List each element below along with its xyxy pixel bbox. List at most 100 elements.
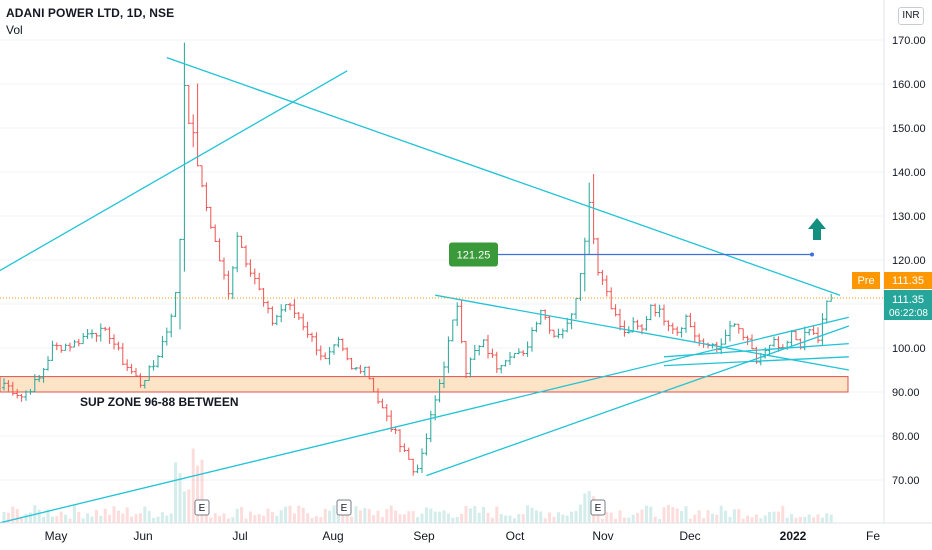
price-axis[interactable]: 70.0080.0090.00100.00110.00120.00130.001… bbox=[852, 0, 932, 550]
volume-bar bbox=[345, 514, 349, 523]
volume-bar bbox=[288, 505, 292, 523]
volume-bar bbox=[490, 517, 494, 523]
volume-bar bbox=[429, 508, 433, 523]
ohlc-bar bbox=[230, 266, 235, 300]
volume-bar bbox=[284, 506, 288, 523]
volume-bar bbox=[768, 512, 772, 523]
volume-bar bbox=[402, 514, 406, 523]
earnings-event-box bbox=[336, 499, 352, 516]
ohlc-bar bbox=[204, 182, 209, 212]
volume-bar bbox=[688, 518, 692, 523]
ohlc-bar bbox=[90, 329, 94, 339]
volume-bar bbox=[213, 513, 217, 523]
ohlc-bar bbox=[235, 232, 240, 273]
ohlc-bar bbox=[142, 379, 147, 389]
ohlc-bar bbox=[420, 448, 424, 473]
trendlines[interactable] bbox=[0, 56, 850, 524]
volume-bar bbox=[526, 505, 530, 523]
ohlc-bar bbox=[283, 304, 288, 312]
last-price-value: 111.35 bbox=[892, 294, 924, 306]
time-tick-label: Aug bbox=[322, 529, 343, 543]
volume-bar bbox=[222, 513, 226, 523]
ohlc-bar bbox=[178, 238, 182, 330]
volume-bar bbox=[358, 510, 362, 523]
ohlc-bar bbox=[604, 275, 609, 297]
volume-bar bbox=[187, 489, 191, 523]
volume-bar bbox=[697, 510, 701, 523]
ohlc-bar bbox=[76, 338, 81, 347]
ohlc-bar bbox=[486, 334, 490, 359]
ohlc-bar bbox=[609, 287, 614, 310]
volume-bar bbox=[314, 516, 318, 523]
volume-bar bbox=[130, 516, 134, 523]
volume-bar bbox=[812, 517, 816, 523]
ohlc-bar bbox=[596, 237, 600, 276]
volume-bar bbox=[416, 517, 420, 523]
trendline bbox=[435, 294, 849, 371]
ohlc-bar bbox=[534, 321, 539, 333]
ohlc-bar bbox=[516, 348, 521, 355]
volume-bar bbox=[266, 508, 270, 523]
currency-badge[interactable]: INR bbox=[898, 7, 924, 25]
volume-bar bbox=[385, 509, 389, 523]
time-axis[interactable]: May Jun Jul Aug Sep Oct Nov Dec 2022 Fe bbox=[0, 522, 932, 550]
ohlc-bar bbox=[332, 344, 336, 355]
volume-bar bbox=[59, 511, 63, 523]
ohlc-bar bbox=[472, 344, 477, 360]
support-zone: SUP ZONE 96-88 BETWEEN bbox=[0, 376, 849, 409]
volume-bar bbox=[209, 517, 213, 523]
ohlc-bar bbox=[68, 342, 72, 352]
volume-bar bbox=[424, 507, 428, 523]
volume-bar bbox=[790, 514, 794, 523]
volume-bar bbox=[160, 512, 164, 523]
volume-bar bbox=[257, 514, 261, 523]
volume-bar bbox=[609, 512, 613, 523]
ohlc-bar bbox=[252, 268, 257, 285]
volume-bar bbox=[552, 516, 556, 523]
ohlc-bar bbox=[354, 366, 358, 371]
trendline bbox=[663, 342, 849, 358]
support-zone-rect bbox=[0, 376, 849, 393]
ohlc-bar bbox=[437, 379, 442, 403]
ohlc-bar bbox=[556, 328, 561, 339]
price-tick-label: 90.00 bbox=[892, 387, 920, 399]
volume-bar bbox=[218, 515, 222, 523]
ohlc-bar bbox=[226, 270, 231, 300]
annotations: 121.25 E E E bbox=[0, 218, 884, 516]
volume-bar bbox=[112, 506, 116, 523]
ohlc-bar bbox=[697, 333, 702, 347]
price-tick-label: 100.00 bbox=[892, 343, 926, 355]
ohlc-bar bbox=[266, 300, 270, 314]
volume-bar bbox=[794, 517, 798, 523]
volume-bar bbox=[196, 465, 200, 523]
volume-bar bbox=[11, 506, 15, 523]
ohlc-bar bbox=[789, 330, 794, 347]
volume-bar bbox=[235, 508, 239, 523]
volume-label: Vol bbox=[6, 23, 23, 37]
ohlc-bar bbox=[314, 332, 319, 356]
volume-bar bbox=[776, 511, 780, 523]
ohlc-bar bbox=[587, 182, 592, 255]
price-tick-label: 140.00 bbox=[892, 167, 926, 179]
volume-bar bbox=[24, 513, 28, 523]
ohlc-bar bbox=[116, 341, 121, 351]
ohlc-bar bbox=[156, 354, 160, 368]
ohlc-bar bbox=[732, 323, 737, 327]
volume-bar bbox=[350, 516, 354, 523]
volume-bar bbox=[539, 511, 543, 523]
volume-bar bbox=[6, 512, 10, 523]
volume-bar bbox=[508, 515, 512, 523]
ohlc-bar bbox=[85, 328, 90, 340]
ohlc-bar bbox=[723, 329, 728, 345]
volume-bar bbox=[816, 514, 820, 523]
ohlc-bar bbox=[125, 359, 130, 372]
ohlc-bar bbox=[688, 312, 693, 328]
volume-bar bbox=[530, 507, 534, 523]
volume-bar bbox=[15, 508, 19, 523]
countdown-timer: 06:22:08 bbox=[889, 308, 928, 319]
pre-value: 111.35 bbox=[892, 275, 924, 287]
ohlc-bar bbox=[349, 357, 354, 370]
time-tick-label: Sep bbox=[413, 529, 435, 543]
ohlc-bar bbox=[186, 84, 191, 125]
